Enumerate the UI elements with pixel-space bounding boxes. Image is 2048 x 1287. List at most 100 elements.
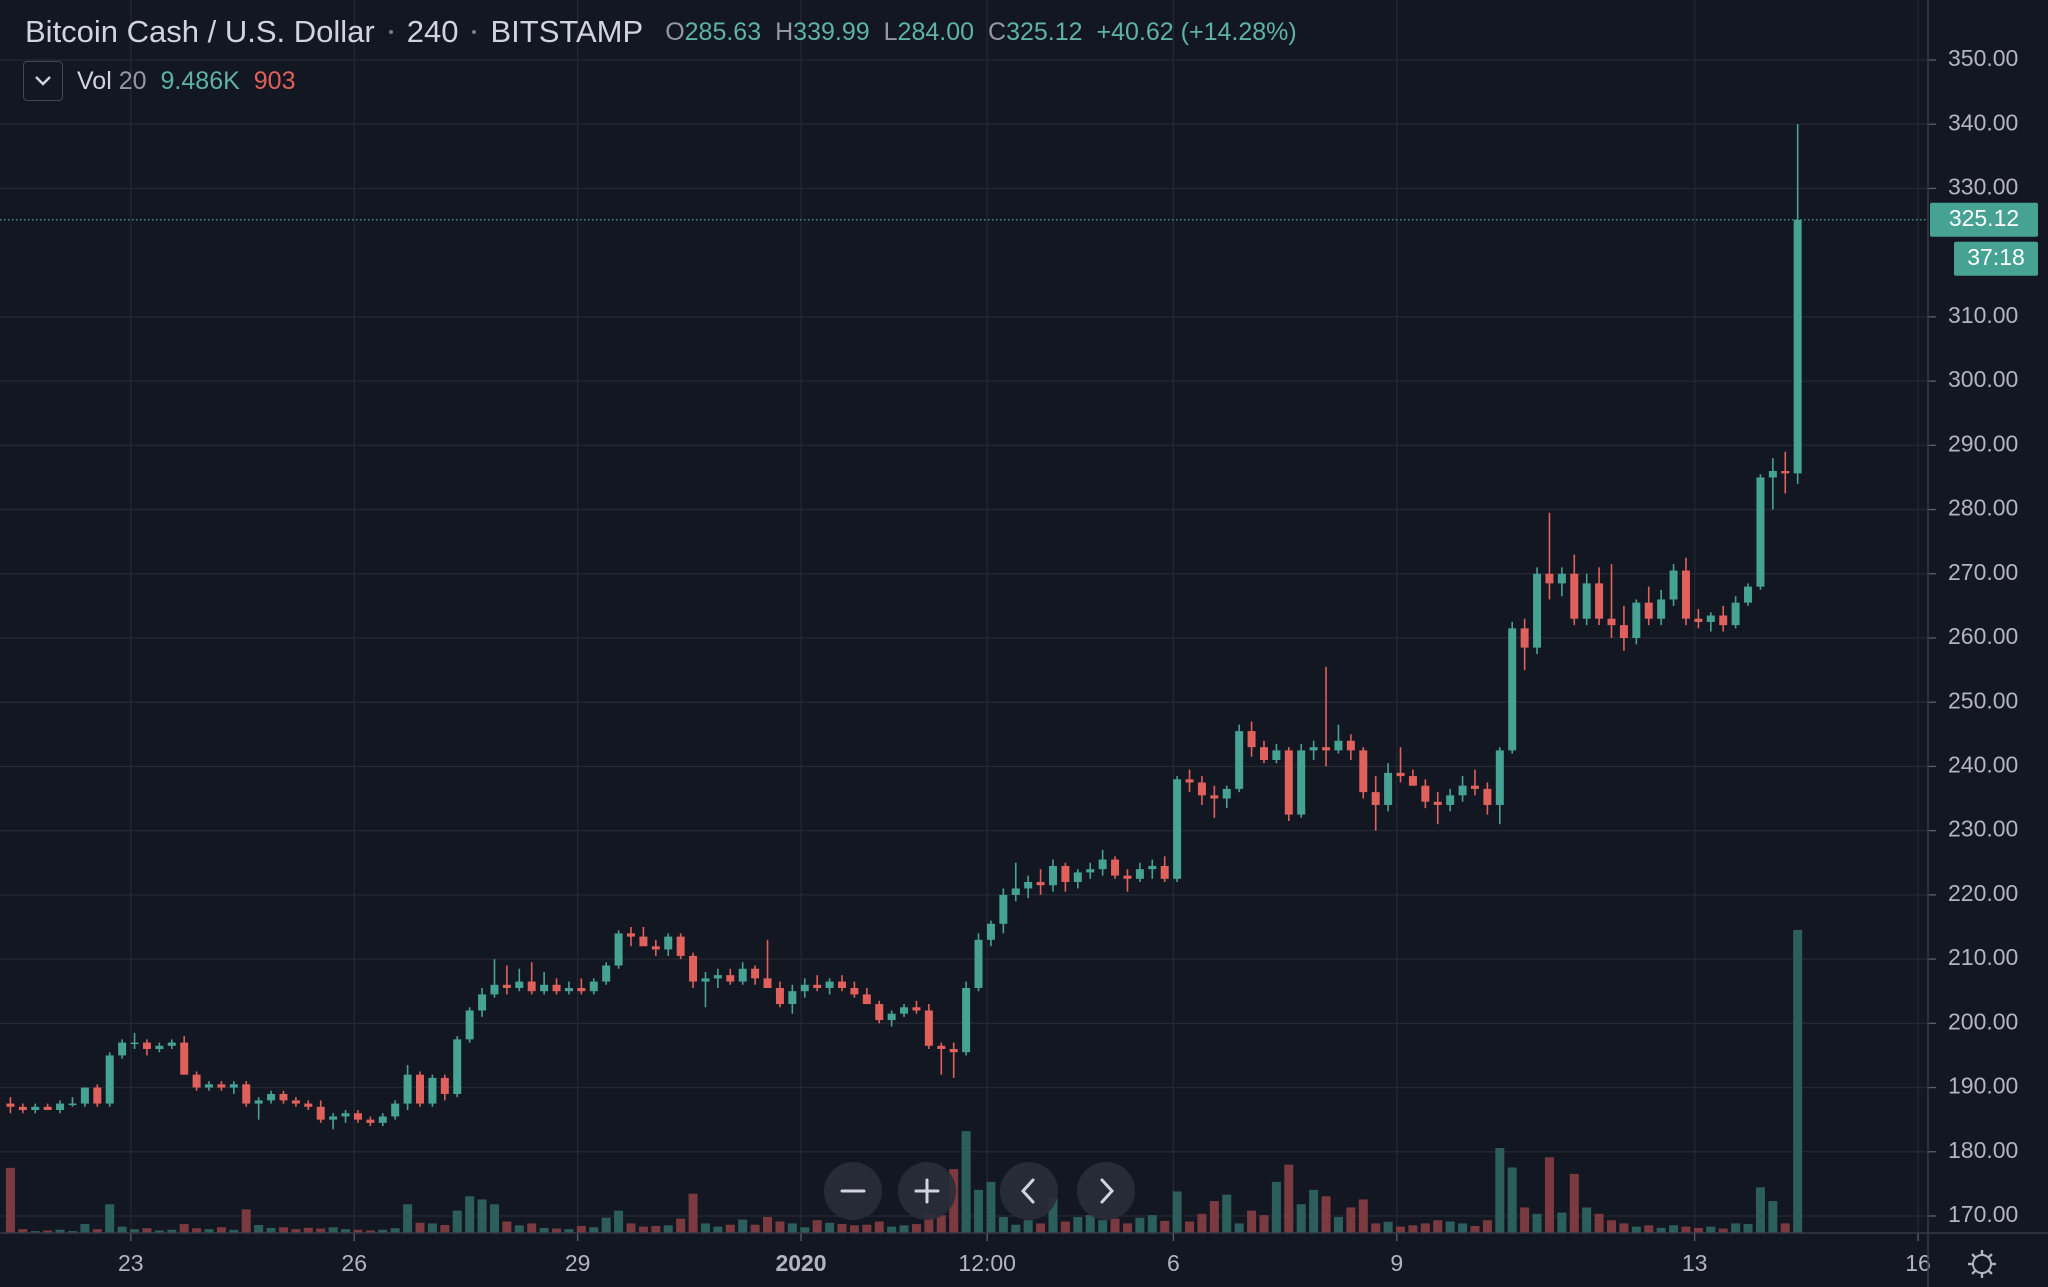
x-tick-label: 12:00 — [958, 1250, 1016, 1276]
volume-bar — [502, 1221, 512, 1233]
candle-body — [43, 1106, 52, 1111]
volume-bar — [874, 1221, 884, 1233]
candle-body — [813, 984, 822, 988]
volume-bar — [738, 1219, 748, 1233]
volume-bar — [167, 1229, 177, 1233]
volume-bar — [1333, 1217, 1343, 1233]
gear-tooth — [1987, 1253, 1993, 1259]
candle-body — [1644, 602, 1653, 619]
volume-bar — [552, 1228, 562, 1233]
button-circle — [1000, 1162, 1058, 1220]
candle-body — [1048, 865, 1057, 886]
volume-bar — [328, 1227, 338, 1233]
candle-body — [1433, 801, 1442, 805]
candle-body — [229, 1084, 238, 1088]
candle-body — [1408, 776, 1417, 786]
candle-body — [416, 1074, 425, 1104]
ohlc-value: 284.00 — [897, 17, 975, 46]
candle-body — [465, 1010, 474, 1040]
candle-body — [242, 1084, 251, 1104]
candle-body — [887, 1013, 896, 1021]
volume-bar — [80, 1224, 90, 1233]
volume-bar — [638, 1226, 648, 1233]
candle-body — [142, 1042, 151, 1050]
candle-body — [366, 1119, 375, 1123]
volume-bar — [651, 1225, 661, 1233]
candle-body — [825, 981, 834, 988]
volume-bar — [1296, 1204, 1306, 1233]
candle-body — [1619, 625, 1628, 638]
candle-body — [1384, 772, 1393, 805]
right-icon — [1100, 1178, 1115, 1204]
volume-bar — [936, 1215, 946, 1233]
ohlc-field: C325.12 — [988, 18, 1083, 47]
candle-body — [1669, 570, 1678, 600]
candle-body — [118, 1042, 127, 1056]
volume-bar — [415, 1222, 425, 1233]
scroll-right-button[interactable] — [1077, 1162, 1135, 1220]
candle-body — [478, 994, 487, 1011]
y-tick-label: 270.00 — [1948, 559, 2018, 585]
volume-bar — [1768, 1201, 1778, 1233]
collapse-button[interactable] — [23, 61, 63, 101]
volume-legend: Vol 20 9.486K 903 — [23, 61, 296, 101]
candle-body — [1793, 219, 1802, 474]
plus-icon — [914, 1178, 940, 1204]
volume-bar — [142, 1228, 152, 1233]
volume-bar — [1532, 1213, 1542, 1233]
candle-body — [1731, 602, 1740, 626]
volume-bar — [1619, 1223, 1629, 1233]
candle-body — [391, 1103, 400, 1117]
x-tick-label: 23 — [118, 1250, 144, 1276]
volume-bar — [117, 1226, 127, 1233]
separator — [388, 30, 393, 34]
volume-bar — [427, 1223, 437, 1233]
candle-body — [986, 923, 995, 940]
candle-body — [217, 1084, 226, 1088]
x-tick-label: 13 — [1682, 1250, 1708, 1276]
volume-bar — [192, 1228, 202, 1233]
volume-bar — [862, 1224, 872, 1233]
candle-body — [353, 1113, 362, 1120]
volume-bar — [700, 1223, 710, 1233]
volume-bar — [787, 1223, 797, 1233]
candle-body — [862, 994, 871, 1005]
ohlc-field: O285.63 — [665, 18, 761, 47]
volume-bar — [1507, 1167, 1517, 1233]
candle-body — [205, 1084, 214, 1088]
zoom-out-button[interactable] — [824, 1162, 882, 1220]
ohlc-field: H339.99 — [775, 18, 870, 47]
volume-bar — [887, 1226, 897, 1233]
volume-bar — [67, 1231, 77, 1233]
candle-body — [1148, 865, 1157, 870]
candle-body — [651, 946, 660, 950]
candle-body — [850, 987, 859, 995]
volume-bar — [55, 1229, 65, 1233]
zoom-in-button[interactable] — [898, 1162, 956, 1220]
vol-value: 9.486K — [160, 66, 240, 95]
candle-body — [1533, 573, 1542, 648]
last-price-box — [1930, 202, 2038, 237]
candle-body — [1421, 785, 1430, 802]
volume-bar — [1731, 1223, 1741, 1233]
volume-bar — [676, 1218, 686, 1233]
settings-button[interactable] — [1968, 1250, 1996, 1278]
candle-body — [428, 1077, 437, 1104]
candle-body — [1086, 869, 1095, 873]
volume-bar — [601, 1217, 611, 1233]
candle-body — [639, 936, 648, 947]
candle-body — [552, 984, 561, 992]
volume-bar — [1309, 1189, 1319, 1233]
candle-body — [1545, 573, 1554, 584]
scroll-left-button[interactable] — [1000, 1162, 1058, 1220]
candle-body — [1135, 869, 1144, 879]
candle-body — [167, 1042, 176, 1046]
candle-body — [1371, 792, 1380, 805]
candle-body — [602, 965, 611, 982]
candle-body — [80, 1087, 89, 1104]
volume-bar — [800, 1227, 810, 1233]
volume-bar — [1569, 1173, 1579, 1233]
volume-bar — [775, 1221, 785, 1233]
ohlc-key: H — [775, 17, 794, 46]
